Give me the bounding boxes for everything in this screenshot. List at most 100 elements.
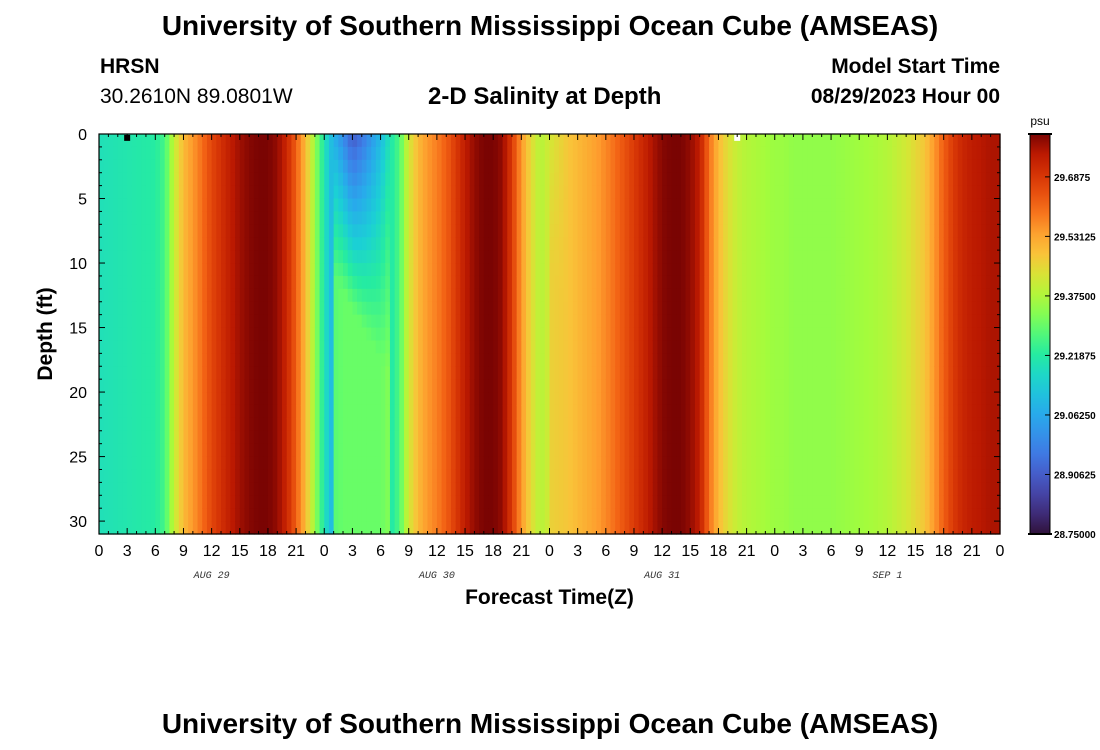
heatmap-cell xyxy=(380,508,386,522)
heatmap-cell xyxy=(727,172,734,187)
heatmap-cell xyxy=(357,134,363,148)
heatmap-cell xyxy=(239,134,246,148)
heatmap-cell xyxy=(770,211,776,225)
heatmap-cell xyxy=(816,327,823,342)
heatmap-cell xyxy=(239,469,246,483)
heatmap-cell xyxy=(516,314,522,329)
heatmap-cell xyxy=(282,172,288,187)
heatmap-cell xyxy=(845,379,851,393)
heatmap-cell xyxy=(713,495,720,509)
heatmap-cell xyxy=(347,237,353,251)
heatmap-cell xyxy=(582,521,588,535)
heatmap-cell xyxy=(352,404,358,419)
heatmap-cell xyxy=(723,237,729,251)
heatmap-cell xyxy=(192,495,199,509)
heatmap-cell xyxy=(596,159,602,174)
heatmap-cell xyxy=(610,159,616,174)
heatmap-cell xyxy=(511,443,518,458)
heatmap-cell xyxy=(277,392,283,406)
heatmap-cell xyxy=(221,134,227,148)
heatmap-cell xyxy=(718,456,724,471)
heatmap-cell xyxy=(676,211,682,225)
heatmap-cell xyxy=(108,443,114,458)
heatmap-cell xyxy=(816,134,823,148)
heatmap-cell xyxy=(174,198,180,213)
heatmap-cell xyxy=(122,521,128,535)
heatmap-cell xyxy=(230,224,236,238)
heatmap-cell xyxy=(544,482,551,496)
heatmap-cell xyxy=(347,275,353,290)
heatmap-cell xyxy=(741,521,748,535)
heatmap-cell xyxy=(230,134,236,148)
heatmap-cell xyxy=(441,443,447,458)
heatmap-cell xyxy=(704,185,710,200)
heatmap-cell xyxy=(202,185,208,200)
heatmap-cell xyxy=(483,275,490,290)
heatmap-cell xyxy=(690,327,696,342)
heatmap-cell xyxy=(113,404,119,419)
heatmap-cell xyxy=(582,508,588,522)
heatmap-cell xyxy=(432,134,438,148)
heatmap-cell xyxy=(530,379,537,393)
heatmap-cell xyxy=(305,379,311,393)
heatmap-cell xyxy=(347,508,353,522)
heatmap-cell xyxy=(821,392,827,406)
heatmap-cell xyxy=(408,404,415,419)
heatmap-cell xyxy=(465,198,471,213)
heatmap-cell xyxy=(385,224,391,238)
heatmap-cell xyxy=(558,508,565,522)
heatmap-cell xyxy=(272,211,278,225)
heatmap-cell xyxy=(202,456,208,471)
heatmap-cell xyxy=(652,263,659,277)
heatmap-cell xyxy=(282,353,288,367)
heatmap-cell xyxy=(404,275,410,290)
heatmap-cell xyxy=(380,353,386,367)
heatmap-cell xyxy=(807,250,813,264)
heatmap-cell xyxy=(113,159,119,174)
heatmap-cell xyxy=(493,146,499,161)
heatmap-cell xyxy=(389,327,396,342)
heatmap-cell xyxy=(474,521,480,535)
heatmap-cell xyxy=(572,508,579,522)
heatmap-cell xyxy=(802,366,809,380)
heatmap-cell xyxy=(723,495,729,509)
heatmap-cell xyxy=(272,353,278,367)
heatmap-cell xyxy=(793,353,799,367)
heatmap-cell xyxy=(676,508,682,522)
heatmap-cell xyxy=(150,301,156,316)
heatmap-cell xyxy=(563,237,569,251)
heatmap-cell xyxy=(615,482,621,496)
heatmap-cell xyxy=(427,508,433,522)
heatmap-cell xyxy=(404,392,410,406)
heatmap-cell xyxy=(788,237,795,251)
heatmap-cell xyxy=(202,211,208,225)
heatmap-cell xyxy=(399,314,405,329)
heatmap-cell xyxy=(174,146,180,161)
heatmap-cell xyxy=(436,469,443,483)
heatmap-cell xyxy=(755,159,762,174)
heatmap-cell xyxy=(310,456,316,471)
heatmap-cell xyxy=(324,263,330,277)
heatmap-cell xyxy=(216,263,222,277)
heatmap-cell xyxy=(540,314,546,329)
heatmap-cell xyxy=(460,263,466,277)
heatmap-cell xyxy=(540,301,546,316)
heatmap-cell xyxy=(300,198,307,213)
heatmap-cell xyxy=(535,430,541,445)
heatmap-cell xyxy=(136,327,142,342)
heatmap-cell xyxy=(352,353,358,367)
heatmap-cell xyxy=(577,237,583,251)
heatmap-cell xyxy=(343,185,349,200)
heatmap-cell xyxy=(568,353,574,367)
heatmap-cell xyxy=(286,327,292,342)
heatmap-cell xyxy=(624,159,630,174)
heatmap-cell xyxy=(338,211,344,225)
heatmap-cell xyxy=(779,430,785,445)
heatmap-cell xyxy=(572,172,579,187)
heatmap-cell xyxy=(779,482,785,496)
heatmap-cell xyxy=(629,456,635,471)
heatmap-cell xyxy=(150,508,156,522)
heatmap-cell xyxy=(554,430,560,445)
heatmap-cell xyxy=(549,353,555,367)
heatmap-cell xyxy=(596,482,602,496)
